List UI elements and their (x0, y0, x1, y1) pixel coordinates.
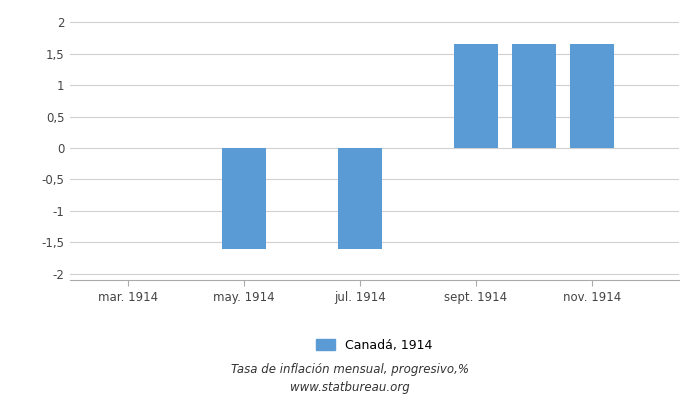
Bar (512, 44, 556, 148)
Bar (338, 148, 382, 249)
Text: www.statbureau.org: www.statbureau.org (290, 382, 410, 394)
Bar (223, 148, 266, 249)
Bar (570, 44, 614, 148)
Text: Tasa de inflación mensual, progresivo,%: Tasa de inflación mensual, progresivo,% (231, 364, 469, 376)
Bar (454, 44, 498, 148)
Legend: Canadá, 1914: Canadá, 1914 (312, 334, 438, 357)
